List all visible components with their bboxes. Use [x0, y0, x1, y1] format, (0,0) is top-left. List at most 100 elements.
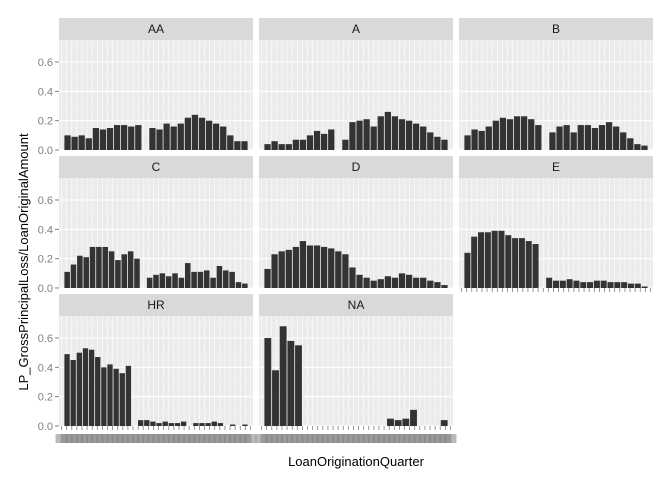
bar — [101, 367, 107, 426]
bar — [299, 139, 307, 150]
bar — [342, 139, 349, 150]
bar — [573, 280, 580, 288]
bar — [128, 126, 135, 150]
bar — [321, 246, 328, 288]
bar — [85, 138, 92, 150]
bar — [220, 126, 227, 150]
x-tick-label-overlap — [244, 434, 257, 443]
bar — [370, 126, 377, 150]
bar — [64, 354, 70, 426]
bar — [306, 135, 314, 150]
bar — [64, 135, 71, 150]
facet-label: C — [152, 160, 161, 174]
bar — [349, 122, 356, 150]
bar — [402, 418, 410, 426]
bar — [528, 119, 535, 150]
bar — [566, 279, 573, 288]
bar — [272, 370, 279, 426]
bar — [440, 420, 448, 426]
bar — [356, 120, 363, 150]
bar — [321, 133, 328, 150]
facet-strip — [259, 18, 453, 40]
bar — [278, 144, 285, 150]
bar — [306, 245, 314, 288]
bar — [264, 338, 272, 426]
bar — [525, 241, 532, 288]
bar — [591, 128, 599, 150]
bar — [384, 276, 391, 288]
bar — [491, 230, 498, 288]
bar — [285, 144, 292, 150]
facet-strip — [259, 294, 453, 316]
bar — [384, 111, 391, 150]
bar — [229, 271, 235, 288]
bar — [168, 423, 174, 426]
bar — [427, 132, 434, 150]
facet-label: NA — [348, 298, 365, 312]
bar — [78, 135, 85, 150]
facet-strip — [459, 18, 653, 40]
bar — [621, 282, 628, 288]
bar — [217, 423, 224, 426]
bar — [95, 357, 101, 426]
bar — [205, 423, 211, 426]
y-tick-label: 0.0 — [38, 283, 53, 295]
facet-label: E — [552, 160, 560, 174]
bar — [121, 125, 128, 150]
bar — [577, 125, 584, 150]
bar — [77, 255, 83, 288]
bar — [92, 128, 99, 150]
bar — [159, 273, 166, 288]
bar — [627, 138, 634, 150]
bar — [64, 271, 70, 288]
facet-strip — [59, 18, 253, 40]
bar — [410, 409, 417, 426]
bar — [271, 141, 278, 150]
bar — [150, 421, 156, 426]
bar — [299, 241, 307, 288]
bar — [102, 246, 109, 288]
bar — [605, 122, 613, 150]
facet-strip — [59, 156, 253, 178]
bar — [134, 258, 140, 288]
bar — [391, 116, 399, 150]
bar — [184, 263, 191, 288]
bar — [387, 418, 394, 426]
facet-strip — [459, 156, 653, 178]
bar — [634, 283, 641, 288]
bar — [620, 132, 627, 150]
bar — [441, 139, 448, 150]
facet-strip — [59, 294, 253, 316]
bar — [627, 283, 634, 288]
bar — [492, 120, 499, 150]
bar — [70, 264, 77, 288]
bar — [377, 279, 384, 288]
bar — [587, 282, 594, 288]
bar — [153, 274, 159, 288]
bar — [241, 141, 248, 150]
bar — [471, 236, 478, 288]
bar — [413, 277, 420, 288]
bar — [235, 282, 242, 288]
facet-label: A — [352, 22, 360, 36]
bar — [191, 114, 199, 150]
bar — [138, 420, 144, 426]
bar — [285, 249, 292, 288]
bar — [335, 251, 342, 288]
bar — [521, 116, 528, 150]
bar — [614, 282, 621, 288]
bar — [552, 280, 560, 288]
bar — [405, 274, 413, 288]
y-tick-label: 0.4 — [38, 86, 53, 98]
bar — [144, 420, 150, 426]
bar — [535, 125, 542, 150]
bar — [413, 123, 420, 150]
bar — [170, 126, 177, 150]
bar — [76, 352, 82, 426]
y-tick-label: 0.2 — [38, 254, 53, 266]
bar — [600, 280, 607, 288]
panel-background — [459, 178, 653, 288]
bar — [512, 238, 519, 288]
bar — [287, 340, 295, 426]
